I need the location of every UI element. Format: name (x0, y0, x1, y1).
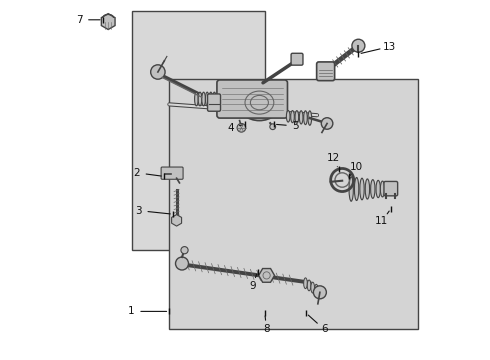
Ellipse shape (304, 278, 307, 289)
Ellipse shape (286, 111, 290, 122)
Ellipse shape (238, 85, 281, 121)
Text: 5: 5 (292, 121, 299, 131)
FancyBboxPatch shape (208, 94, 220, 111)
Text: 1: 1 (128, 306, 135, 316)
Ellipse shape (198, 92, 202, 106)
Ellipse shape (291, 111, 294, 123)
Ellipse shape (213, 92, 216, 106)
Ellipse shape (209, 92, 213, 106)
Ellipse shape (360, 178, 364, 200)
FancyBboxPatch shape (317, 62, 335, 81)
Text: 8: 8 (263, 324, 270, 334)
Circle shape (314, 286, 326, 299)
Ellipse shape (376, 180, 380, 198)
Circle shape (151, 65, 165, 79)
FancyBboxPatch shape (217, 80, 288, 118)
Ellipse shape (205, 92, 209, 106)
Circle shape (237, 123, 245, 132)
Ellipse shape (299, 111, 303, 124)
Text: 2: 2 (134, 168, 140, 178)
Ellipse shape (354, 177, 359, 201)
Ellipse shape (315, 284, 318, 295)
Ellipse shape (195, 92, 198, 106)
Ellipse shape (295, 111, 298, 123)
Circle shape (352, 39, 365, 52)
Text: 7: 7 (76, 15, 83, 25)
Ellipse shape (304, 111, 307, 125)
Bar (132, 11, 265, 250)
Text: 11: 11 (375, 216, 389, 226)
Text: 6: 6 (321, 324, 327, 334)
Circle shape (270, 124, 275, 130)
Ellipse shape (311, 282, 315, 293)
Ellipse shape (370, 180, 375, 198)
Ellipse shape (308, 111, 312, 125)
Ellipse shape (307, 280, 311, 291)
Circle shape (321, 118, 333, 129)
FancyBboxPatch shape (161, 167, 183, 179)
Ellipse shape (202, 92, 205, 106)
Circle shape (181, 247, 188, 254)
Ellipse shape (349, 177, 353, 201)
Ellipse shape (220, 92, 223, 106)
Text: 3: 3 (136, 206, 142, 216)
FancyBboxPatch shape (384, 181, 398, 196)
FancyBboxPatch shape (291, 53, 303, 65)
Text: 13: 13 (382, 42, 395, 52)
Ellipse shape (216, 92, 220, 106)
Ellipse shape (365, 179, 369, 199)
Bar (170, 79, 418, 329)
Text: 9: 9 (249, 281, 255, 291)
Text: 4: 4 (227, 123, 234, 133)
Circle shape (175, 257, 189, 270)
Ellipse shape (380, 181, 385, 197)
Text: 12: 12 (326, 153, 340, 163)
Text: 10: 10 (350, 162, 363, 172)
